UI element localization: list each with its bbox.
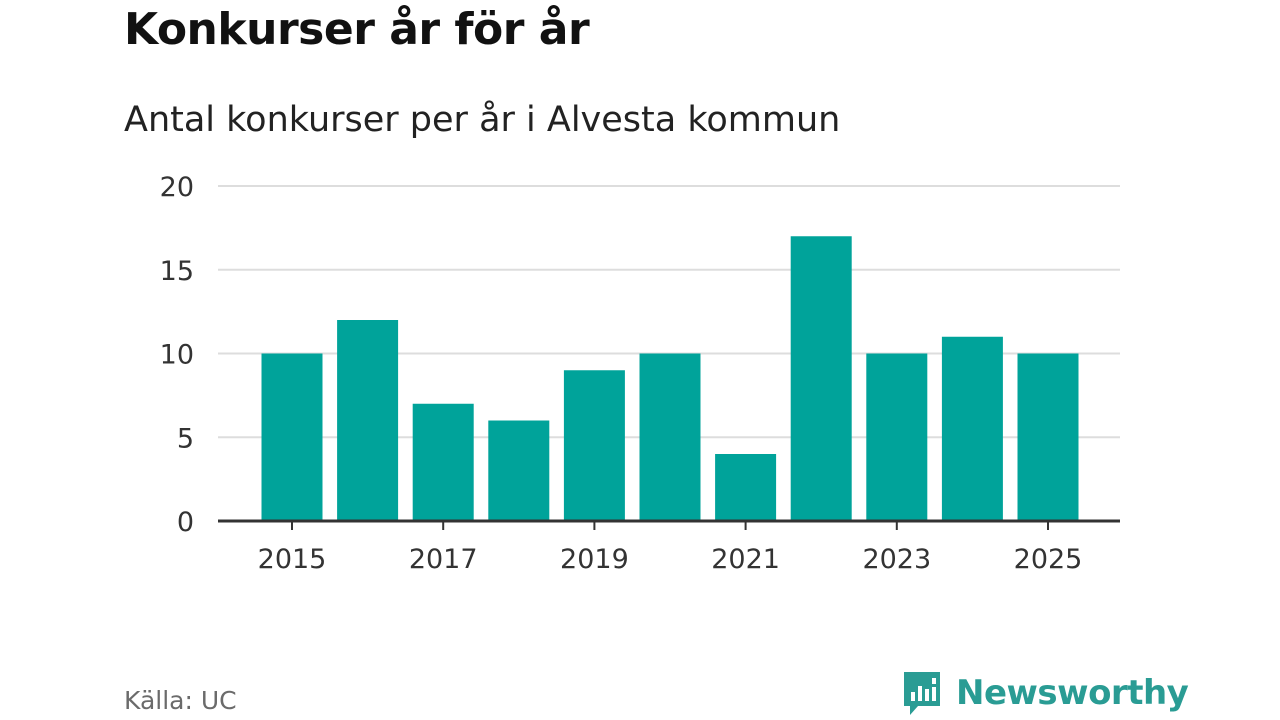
bar-2018 <box>488 420 550 521</box>
x-tick-label: 2015 <box>258 544 327 575</box>
x-tick-label: 2025 <box>1014 544 1083 575</box>
bars <box>261 236 1079 521</box>
x-tick-label: 2017 <box>409 544 478 575</box>
bar-2022 <box>790 236 852 521</box>
bar-2021 <box>715 454 777 521</box>
y-tick-label: 20 <box>160 172 194 203</box>
bar-2025 <box>1017 353 1079 521</box>
bar-2024 <box>941 336 1003 521</box>
bar-2015 <box>261 353 323 521</box>
y-tick-label: 5 <box>177 423 194 454</box>
bar-2016 <box>337 320 399 521</box>
axes <box>218 519 1120 530</box>
x-tick-label: 2019 <box>560 544 629 575</box>
source-note: Källa: UC <box>124 686 237 715</box>
x-tick-label: 2023 <box>862 544 931 575</box>
x-tick-label: 2021 <box>711 544 780 575</box>
bar-chart-speech-bubble-icon <box>904 672 940 715</box>
bar-2020 <box>639 353 701 521</box>
chart-title: Konkurser år för år <box>124 4 590 55</box>
bar-2017 <box>412 403 474 521</box>
brand-logo: Newsworthy <box>902 670 1189 716</box>
brand-name: Newsworthy <box>956 673 1189 713</box>
y-tick-label: 10 <box>160 340 194 371</box>
chart-subtitle: Antal konkurser per år i Alvesta kommun <box>124 100 841 140</box>
y-tick-label: 0 <box>177 507 194 538</box>
bar-2019 <box>563 370 625 521</box>
bar-2023 <box>866 353 928 521</box>
tick-labels: 0 5 10 15 20 2015 2017 2019 2021 2023 2025 <box>160 172 1083 575</box>
y-tick-label: 15 <box>160 256 194 287</box>
